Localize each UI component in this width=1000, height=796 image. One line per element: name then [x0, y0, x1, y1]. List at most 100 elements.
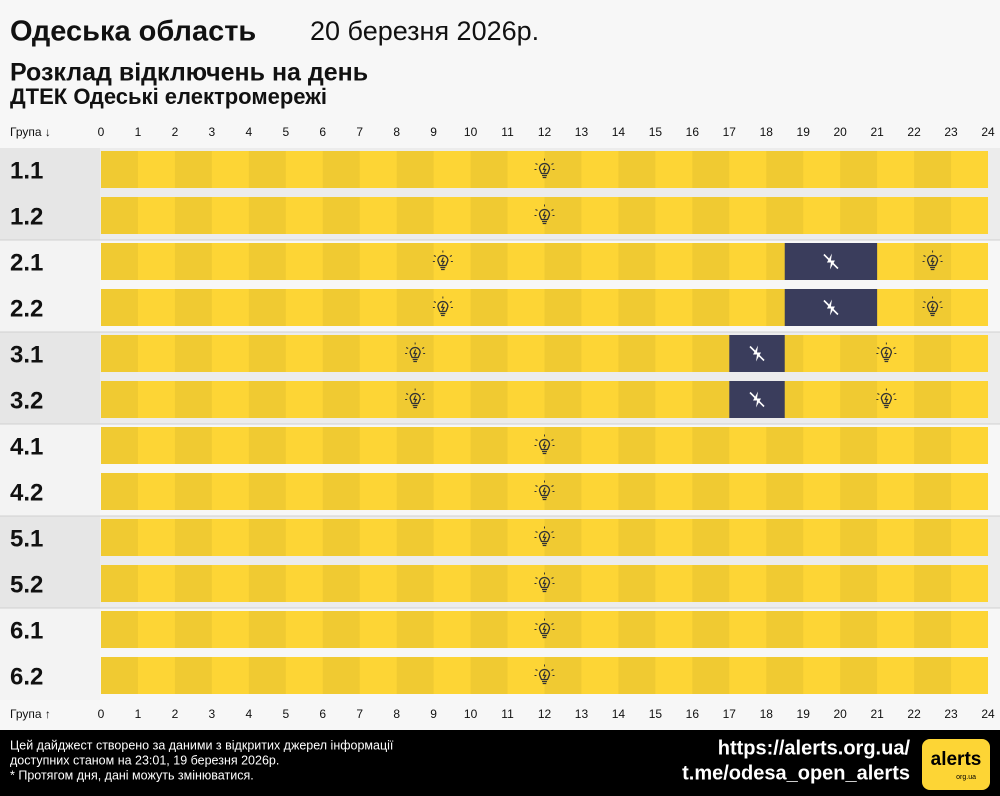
bulb	[538, 576, 551, 589]
footer-note: Цей дайджест створено за даними з відкри…	[10, 738, 394, 752]
hour-stripe	[618, 427, 656, 464]
logo-bg	[922, 739, 990, 790]
group-label: 6.2	[10, 663, 43, 690]
hour-stripe	[766, 565, 804, 602]
x-tick-label: 1	[135, 125, 142, 139]
hour-stripe	[470, 519, 508, 556]
x-tick-label: 4	[245, 707, 252, 721]
bulb-base	[412, 395, 418, 409]
bulb	[880, 392, 893, 405]
hour-stripe	[840, 611, 878, 648]
bulb-base	[883, 395, 889, 409]
bulb-base	[883, 349, 889, 363]
hour-stripe	[544, 611, 582, 648]
slash	[749, 345, 765, 362]
x-tick-label: 3	[209, 125, 216, 139]
bulb-base	[542, 487, 547, 501]
hour-stripe	[322, 519, 360, 556]
hour-stripe	[396, 565, 434, 602]
hour-stripe	[322, 243, 360, 280]
hour-stripe	[914, 565, 952, 602]
hour-stripe	[618, 289, 656, 326]
hour-stripe	[248, 565, 286, 602]
power-on-icon	[922, 250, 943, 271]
hour-stripe	[692, 519, 730, 556]
x-tick-label: 24	[981, 125, 995, 139]
hour-stripe	[248, 473, 286, 510]
hour-stripe	[322, 657, 360, 694]
hour-stripe	[840, 197, 878, 234]
power-on-icon	[876, 342, 897, 363]
bulb-base	[440, 303, 446, 317]
hour-stripe	[692, 289, 730, 326]
bulb-rays	[534, 158, 555, 170]
hour-stripe	[248, 151, 286, 188]
hour-stripe	[914, 335, 952, 372]
hour-stripe	[396, 519, 434, 556]
hour-stripe	[544, 243, 582, 280]
label-bg	[0, 194, 100, 240]
hour-stripe	[322, 289, 360, 326]
hour-stripe	[618, 611, 656, 648]
bulb	[926, 254, 939, 267]
hour-stripe	[174, 473, 212, 510]
hour-stripe	[101, 197, 138, 234]
power-on-icon	[405, 342, 426, 363]
hour-stripe	[914, 427, 952, 464]
hour-stripe	[322, 473, 360, 510]
slash	[749, 391, 765, 408]
hour-stripe	[470, 427, 508, 464]
label-bg	[0, 240, 100, 286]
power-off-icon	[823, 253, 839, 270]
x-tick-label: 24	[981, 707, 995, 721]
hour-stripe	[914, 197, 952, 234]
hour-stripe	[840, 427, 878, 464]
hour-stripe	[914, 151, 952, 188]
hour-stripe	[248, 197, 286, 234]
hour-stripe	[544, 657, 582, 694]
hour-stripe	[766, 611, 804, 648]
x-tick-label: 3	[209, 707, 216, 721]
power-on-icon	[876, 388, 897, 409]
hour-stripe	[174, 381, 212, 418]
hour-stripe	[174, 519, 212, 556]
power-off-icon	[823, 299, 839, 316]
x-tick-label: 6	[319, 707, 326, 721]
bulb-base	[930, 257, 936, 271]
hour-stripe	[101, 151, 138, 188]
x-tick-label: 10	[464, 707, 478, 721]
hour-stripe	[248, 657, 286, 694]
footer-bg	[0, 730, 1000, 796]
hour-stripe	[101, 519, 138, 556]
hour-stripe	[470, 197, 508, 234]
bulb-base	[412, 349, 418, 363]
power-on-icon	[534, 204, 555, 225]
hour-stripe	[618, 381, 656, 418]
hour-stripe	[470, 243, 508, 280]
x-tick-label: 15	[649, 707, 663, 721]
x-tick-label: 11	[501, 707, 514, 721]
footer-note: доступних станом на 23:01, 19 березня 20…	[10, 753, 279, 767]
hour-stripe	[248, 335, 286, 372]
hour-stripe	[322, 197, 360, 234]
label-bg	[0, 470, 100, 516]
channel-link: t.me/odesa_open_alerts	[682, 762, 910, 784]
label-bg	[0, 286, 100, 332]
hour-stripe	[914, 657, 952, 694]
group-label: 5.1	[10, 525, 43, 552]
hour-stripe	[692, 473, 730, 510]
x-tick-label: 19	[797, 125, 811, 139]
x-tick-label: 14	[612, 707, 626, 721]
plot: 1.11.22.12.23.13.24.14.25.15.26.16.20011…	[0, 125, 1000, 721]
x-tick-label: 14	[612, 125, 626, 139]
hour-stripe	[101, 381, 138, 418]
hour-stripe	[544, 289, 582, 326]
hour-stripe	[544, 381, 582, 418]
bulb	[538, 530, 551, 543]
x-tick-label: 17	[723, 125, 737, 139]
bulb-base	[542, 671, 547, 685]
group-label: 5.2	[10, 571, 43, 598]
x-tick-label: 20	[833, 707, 847, 721]
hour-stripe	[396, 657, 434, 694]
